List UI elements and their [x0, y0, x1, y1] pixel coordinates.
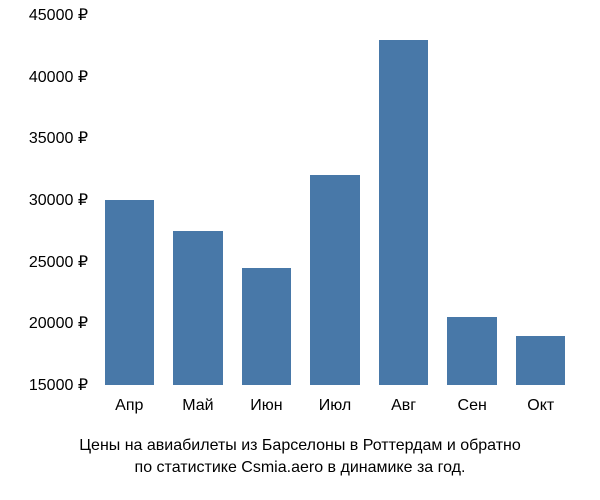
chart-caption: Цены на авиабилеты из Барселоны в Роттер… [0, 435, 600, 478]
x-tick-label: Сен [458, 397, 487, 415]
x-tick-label: Май [182, 397, 213, 415]
y-tick-label: 20000 ₽ [0, 313, 88, 333]
bars-container: АпрМайИюнИюлАвгСенОкт [95, 15, 575, 385]
x-tick-label: Авг [391, 397, 416, 415]
bar-slot: Июн [232, 15, 301, 385]
price-chart: 15000 ₽ 20000 ₽ 25000 ₽ 30000 ₽ 35000 ₽ 40000… [0, 0, 600, 500]
bar [242, 268, 291, 385]
y-tick-label: 40000 ₽ [0, 67, 88, 87]
y-tick-label: 45000 ₽ [0, 5, 88, 25]
bar-slot: Май [164, 15, 233, 385]
bar [105, 200, 154, 385]
x-tick-label: Июн [250, 397, 282, 415]
bar-slot: Окт [506, 15, 575, 385]
x-tick-label: Апр [115, 397, 143, 415]
bar-slot: Сен [438, 15, 507, 385]
caption-line-1: Цены на авиабилеты из Барселоны в Роттер… [79, 437, 521, 454]
y-tick-label: 35000 ₽ [0, 128, 88, 148]
caption-line-2: по статистике Csmia.aero в динамике за г… [135, 459, 466, 476]
bar-slot: Авг [369, 15, 438, 385]
x-tick-label: Окт [527, 397, 554, 415]
y-tick-label: 15000 ₽ [0, 375, 88, 395]
bar [516, 336, 565, 385]
y-tick-label: 25000 ₽ [0, 252, 88, 272]
bar [310, 175, 359, 385]
bar-slot: Июл [301, 15, 370, 385]
plot-area: 15000 ₽20000 ₽25000 ₽30000 ₽35000 ₽40000… [95, 15, 575, 385]
x-tick-label: Июл [319, 397, 351, 415]
y-tick-label: 30000 ₽ [0, 190, 88, 210]
bar [379, 40, 428, 385]
bar [447, 317, 496, 385]
bar-slot: Апр [95, 15, 164, 385]
bar [173, 231, 222, 385]
